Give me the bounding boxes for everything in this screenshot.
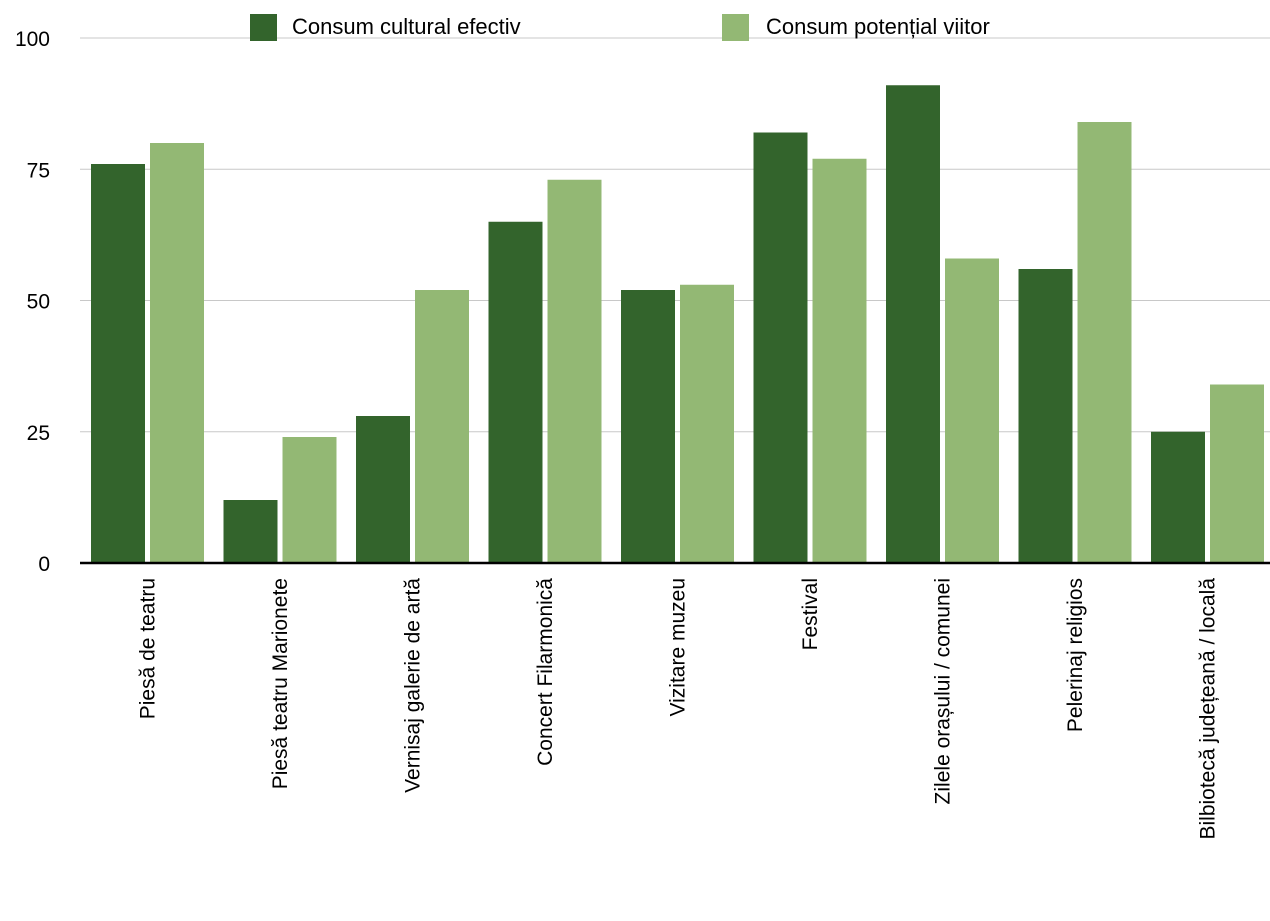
x-category-label: Piesă de teatru [137, 578, 160, 719]
x-category-label: Pelerinaj religios [1064, 578, 1087, 732]
bar-efectiv-3 [488, 221, 543, 563]
legend: Consum cultural efectiv Consum potențial … [250, 14, 990, 41]
x-category-label: Piesă teatru Marionete [269, 578, 292, 789]
bar-potential-7 [1077, 122, 1132, 563]
bar-potential-1 [282, 437, 337, 563]
bar-efectiv-0 [91, 164, 145, 563]
bar-efectiv-8 [1151, 431, 1205, 563]
x-category-label: Bilbiotecă județeană / locală [1197, 578, 1220, 840]
y-tick-label: 0 [38, 553, 50, 576]
bar-potential-0 [150, 143, 204, 563]
bar-potential-2 [415, 290, 469, 563]
bar-potential-5 [812, 158, 867, 563]
y-axis-ticks: 0 25 50 75 100 [15, 28, 50, 576]
bar-efectiv-5 [753, 132, 808, 563]
x-category-label: Vernisaj galerie de artă [402, 578, 425, 793]
bar-efectiv-6 [886, 85, 940, 563]
bar-efectiv-7 [1018, 269, 1073, 563]
bar-efectiv-1 [223, 500, 278, 563]
bar-potential-3 [547, 179, 602, 563]
legend-swatch [722, 14, 749, 41]
x-category-label: Concert Filarmonică [534, 578, 557, 766]
legend-label: Consum cultural efectiv [292, 14, 521, 39]
legend-swatch [250, 14, 277, 41]
bar-potential-4 [680, 284, 734, 563]
bars-group [91, 85, 1264, 563]
y-tick-label: 100 [15, 28, 50, 51]
bar-potential-8 [1210, 384, 1264, 563]
x-category-label: Festival [799, 578, 822, 650]
bar-efectiv-2 [356, 416, 410, 563]
x-category-label: Zilele orașului / comunei [932, 578, 955, 804]
y-tick-label: 75 [27, 159, 50, 182]
x-category-label: Vizitare muzeu [667, 578, 690, 717]
y-tick-label: 25 [27, 422, 50, 445]
legend-label: Consum potențial viitor [766, 14, 990, 39]
bar-potential-6 [945, 258, 999, 563]
x-axis-labels: Piesă de teatru Piesă teatru Marionete Ver… [137, 578, 1220, 840]
y-tick-label: 50 [27, 291, 50, 314]
bar-efectiv-4 [621, 290, 675, 563]
